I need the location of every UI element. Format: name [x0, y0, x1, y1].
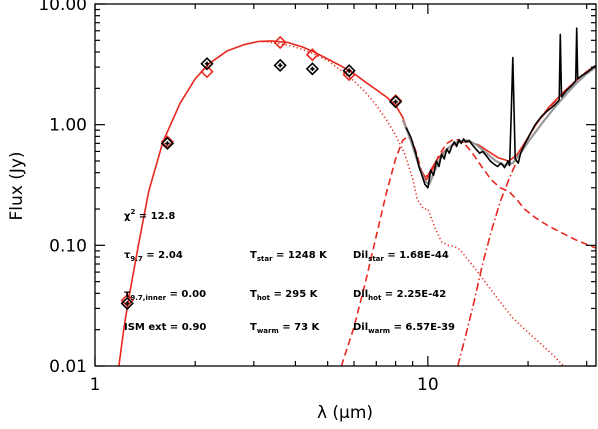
series-line-4 [401, 66, 596, 186]
series-line-3 [457, 64, 596, 366]
fit-parameter-label: Dilwarm = 6.57E-39 [353, 322, 455, 335]
fit-parameter-label: Tstar = 1248 K [250, 250, 328, 263]
fit-parameter-label: Dilhot = 2.25E-42 [353, 289, 446, 302]
model-point [273, 35, 287, 50]
x-axis-title: λ (μm) [317, 403, 373, 423]
plot-frame [94, 3, 597, 367]
fit-parameter-label: τ9.7,inner = 0.00 [124, 289, 206, 302]
series-line-0 [118, 40, 596, 366]
observed-point [342, 64, 356, 78]
model-point [160, 135, 175, 149]
y-tick-label: 0.01 [49, 357, 87, 377]
y-axis-title: Flux (Jy) [7, 151, 27, 220]
model-point [120, 293, 134, 307]
series-line-2 [340, 135, 596, 366]
fit-parameter-label: τ9.7 = 2.04 [124, 250, 183, 263]
model-point [305, 48, 320, 62]
marker-layer [120, 35, 403, 311]
fit-parameter-label: ISM ext = 0.90 [124, 322, 206, 333]
series-layer [118, 27, 596, 366]
x-tick-label: 10 [417, 375, 439, 395]
y-tick-label: 1.00 [49, 116, 87, 136]
y-tick-label: 10.00 [38, 0, 87, 15]
x-tick-label: 1 [90, 375, 101, 395]
observed-point [305, 62, 320, 76]
fit-parameter-label: Twarm = 73 K [250, 322, 321, 335]
observed-point [160, 136, 175, 150]
tick-layer [94, 3, 596, 367]
tick-label-layer: 1 10 0.01 0.10 1.00 10.00 [38, 0, 438, 395]
chi-squared-label: χ2 = 12.8 [124, 208, 175, 222]
y-tick-label: 0.10 [49, 236, 87, 256]
observed-point [273, 58, 287, 73]
series-line-5 [405, 27, 596, 189]
fit-parameter-label: Dilstar = 1.68E-44 [353, 250, 449, 263]
series-line-1 [262, 40, 565, 366]
annotation-block: χ2 = 12.8 τ9.7 = 2.04 Tstar = 1248 K Dilsta… [124, 208, 455, 335]
model-point [200, 65, 214, 79]
fit-parameter-label: Thot = 295 K [250, 289, 319, 302]
observed-point [120, 296, 134, 311]
observed-point [200, 57, 214, 71]
observed-point [388, 95, 403, 109]
